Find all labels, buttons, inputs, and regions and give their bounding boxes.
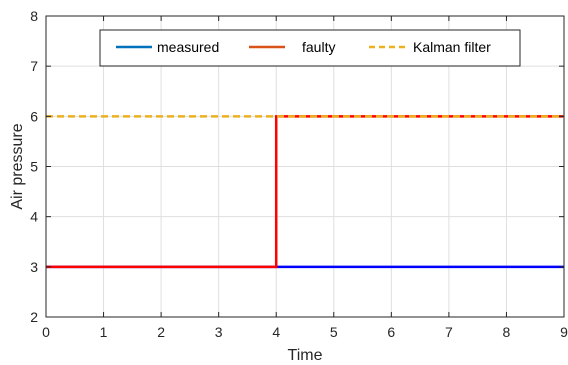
x-tick-label: 8: [503, 324, 511, 340]
legend-label-measured: measured: [157, 39, 219, 55]
x-tick-label: 3: [215, 324, 223, 340]
x-tick-label: 5: [330, 324, 338, 340]
y-tick-label: 4: [30, 209, 38, 225]
legend-box: [99, 29, 521, 67]
y-tick-label: 3: [30, 259, 38, 275]
x-tick-label: 7: [445, 324, 453, 340]
x-tick-label: 9: [560, 324, 568, 340]
x-tick-label: 6: [387, 324, 395, 340]
y-tick-label: 2: [30, 309, 38, 325]
x-tick-label: 4: [272, 324, 280, 340]
y-tick-label: 5: [30, 159, 38, 175]
x-axis-label: Time: [288, 347, 323, 364]
x-tick-labels: 0 1 2 3 4 5 6 7 8 9: [42, 324, 568, 340]
y-tick-label: 6: [30, 108, 38, 124]
y-tick-label: 8: [30, 8, 38, 24]
x-tick-label: 1: [100, 324, 108, 340]
legend-label-kalman-filter: Kalman filter: [413, 39, 491, 55]
x-tick-label: 0: [42, 324, 50, 340]
tick-marks: [45, 15, 565, 318]
legend-label-faulty: faulty: [302, 39, 335, 55]
legend: measured faulty Kalman filter: [99, 29, 521, 67]
y-tick-labels: 2 3 4 5 6 7 8: [30, 8, 38, 325]
x-tick-label: 2: [157, 324, 165, 340]
y-tick-label: 7: [30, 58, 38, 74]
series-layer: [46, 115, 564, 269]
y-axis-label: Air pressure: [9, 123, 26, 209]
